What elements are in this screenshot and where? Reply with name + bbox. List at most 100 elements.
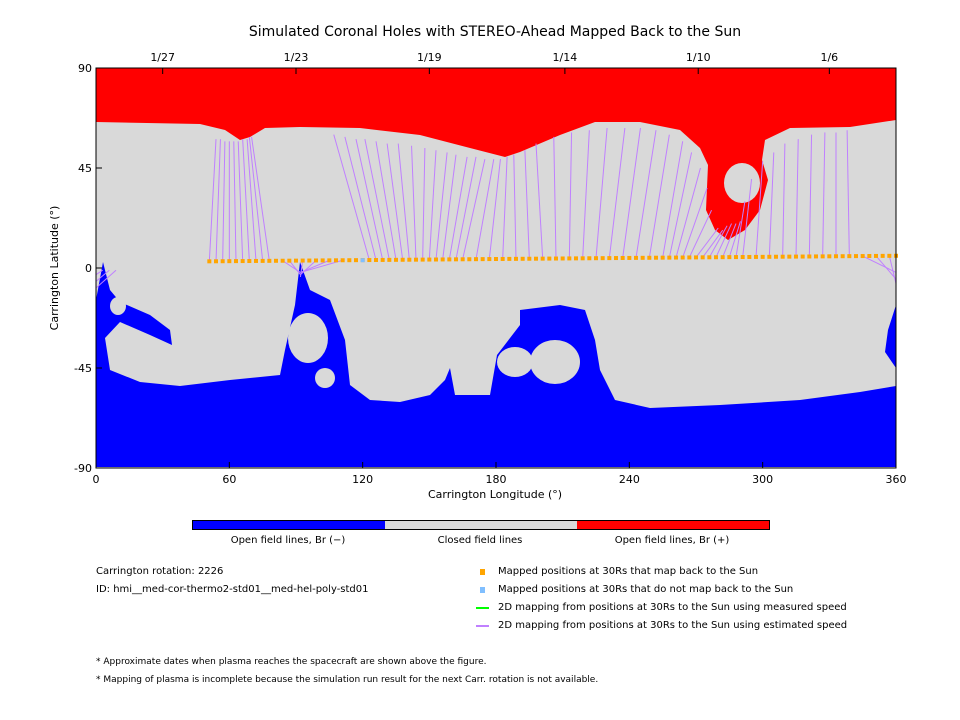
map-back-point — [507, 256, 512, 261]
mapping-line-estimated — [455, 156, 477, 260]
map-back-point — [534, 256, 538, 261]
map-back-point — [420, 257, 425, 262]
map-back-point — [727, 255, 732, 260]
map-back-point — [634, 255, 638, 260]
colorbar — [192, 520, 770, 530]
orange-square-icon — [480, 569, 485, 575]
map-back-point — [667, 255, 672, 260]
map-back-point — [600, 256, 605, 261]
map-back-point — [660, 255, 665, 260]
mapping-line-estimated — [375, 141, 397, 260]
mapping-line-estimated — [728, 221, 741, 258]
map-back-point — [400, 257, 405, 262]
map-back-point — [854, 254, 858, 259]
map-back-point — [287, 258, 292, 263]
mapping-line-estimated — [397, 143, 410, 260]
mapping-line-estimated — [251, 136, 270, 261]
mapping-line-estimated — [553, 136, 557, 259]
mapping-line-estimated — [648, 134, 670, 258]
map-back-point — [207, 259, 212, 264]
map-back-point — [767, 254, 772, 259]
green-line-icon — [476, 607, 489, 609]
map-back-point — [447, 257, 452, 262]
mapping-line-estimated — [708, 225, 728, 258]
map-back-point — [820, 254, 825, 259]
map-back-point — [574, 256, 578, 261]
map-back-point — [294, 258, 298, 263]
map-back-point — [867, 253, 872, 258]
colorbar-negative — [193, 521, 385, 529]
mapping-line-estimated — [675, 167, 701, 258]
map-back-point — [640, 255, 645, 260]
map-back-point — [800, 254, 805, 259]
mapping-line-estimated — [386, 143, 404, 260]
y-axis-label: Carrington Latitude (°) — [48, 206, 61, 331]
map-back-point — [467, 257, 472, 262]
map-back-point — [547, 256, 552, 261]
colorbar-label: Open field lines, Br (−) — [230, 535, 346, 546]
map-back-point — [627, 255, 632, 260]
map-back-point — [587, 256, 592, 261]
mapping-line-estimated — [568, 132, 573, 259]
map-back-point — [487, 257, 492, 262]
y-tick-label: 0 — [85, 262, 92, 275]
date-tick-label: 1/27 — [150, 51, 175, 64]
map-back-point — [814, 254, 818, 259]
map-back-point — [540, 256, 545, 261]
map-back-point — [654, 255, 658, 260]
map-back-point — [240, 259, 245, 264]
purple-line-icon — [476, 625, 489, 627]
map-back-point — [860, 254, 865, 259]
map-back-point — [834, 254, 838, 259]
map-back-point — [227, 259, 232, 264]
map-back-point — [247, 259, 252, 264]
date-tick-label: 1/14 — [553, 51, 578, 64]
mapping-line-estimated — [95, 269, 103, 276]
mapping-line-estimated — [722, 223, 737, 258]
mapping-line-estimated — [742, 179, 753, 258]
mapping-line-estimated — [808, 134, 813, 257]
mapping-line-estimated — [862, 255, 897, 273]
mapping-line-estimated — [475, 159, 495, 260]
mapping-line-estimated — [535, 143, 544, 259]
map-back-point — [620, 255, 625, 260]
mapping-line-estimated — [608, 127, 626, 259]
legend-label: 2D mapping from positions at 30Rs to the… — [498, 602, 847, 613]
x-tick-label: 60 — [222, 473, 236, 486]
map-back-point — [827, 254, 832, 259]
mapping-line-estimated — [735, 201, 746, 258]
mapping-line-estimated — [524, 150, 530, 259]
mapping-line-estimated — [782, 143, 786, 257]
map-back-point — [514, 256, 518, 261]
note: * Mapping of plasma is incomplete becaus… — [96, 675, 599, 685]
mapping-line-estimated — [582, 130, 590, 259]
map-back-point — [694, 255, 698, 260]
mapping-line-estimated — [822, 132, 826, 257]
x-tick-label: 300 — [752, 473, 773, 486]
mapping-line-estimated — [242, 139, 250, 262]
map-back-point — [414, 257, 418, 262]
map-back-point — [234, 259, 238, 264]
mapping-line-estimated — [846, 130, 850, 257]
map-back-point — [367, 258, 372, 263]
mapping-line-estimated — [442, 154, 457, 260]
colorbar-label: Open field lines, Br (+) — [614, 535, 730, 546]
mapping-line-estimated — [688, 210, 713, 258]
closed-island — [288, 313, 328, 363]
map-back-point — [807, 254, 812, 259]
mapping-line-estimated — [702, 229, 724, 258]
map-back-point — [794, 254, 798, 259]
map-back-point — [780, 254, 785, 259]
map-back-point — [554, 256, 558, 261]
mapping-line-estimated — [622, 127, 641, 259]
map-back-point — [674, 255, 678, 260]
closed-island — [110, 297, 126, 315]
coronal-hole-map: Simulated Coronal Holes with STEREO-Ahea… — [48, 24, 907, 501]
map-back-point — [874, 253, 878, 258]
mapping-line-estimated — [215, 139, 221, 262]
map-back-point — [380, 257, 385, 262]
negative-coronal-hole — [96, 262, 896, 467]
y-tick-label: 45 — [78, 162, 92, 175]
map-back-point — [714, 255, 718, 260]
